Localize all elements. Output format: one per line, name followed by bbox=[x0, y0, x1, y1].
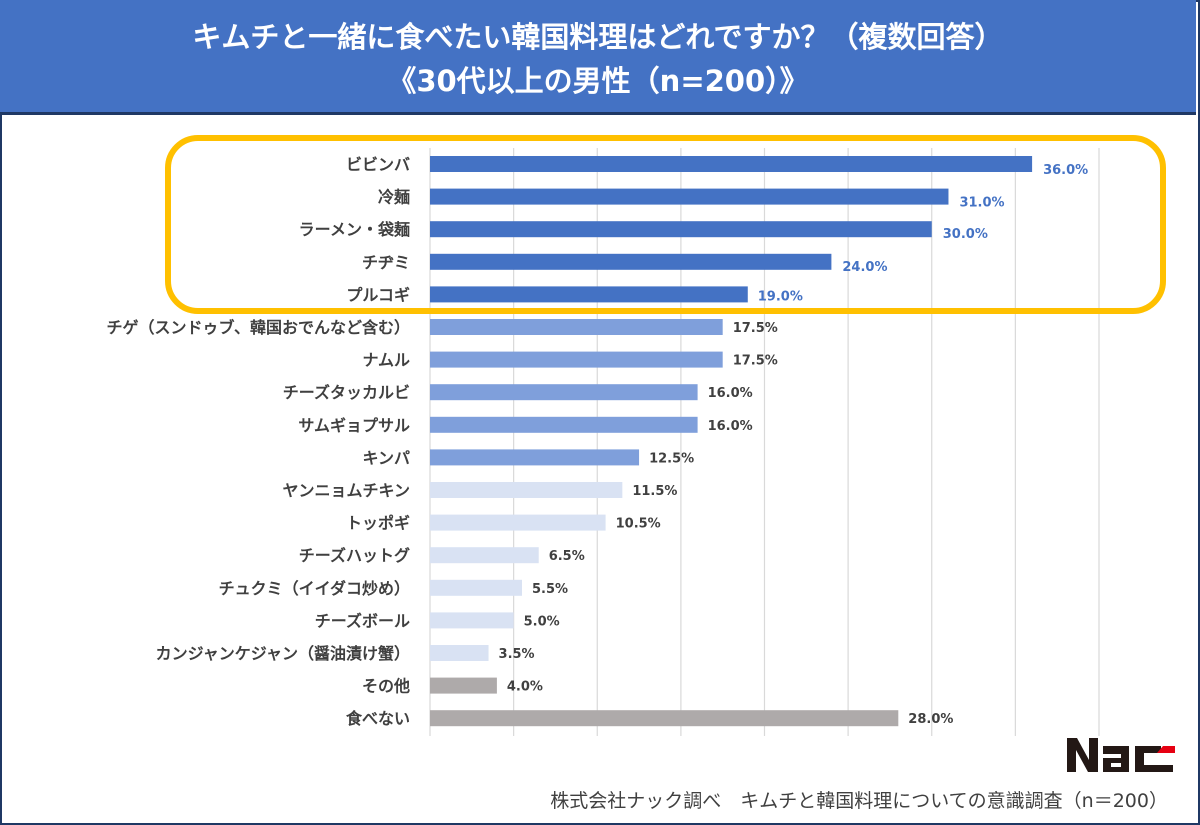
value-label: 12.5% bbox=[649, 451, 694, 466]
value-label: 16.0% bbox=[708, 419, 753, 434]
value-label: 30.0% bbox=[943, 227, 988, 242]
logo-red-accent bbox=[1157, 746, 1175, 753]
chart-title: キムチと一緒に食べたい韓国料理はどれですか？（複数回答） bbox=[192, 20, 1004, 54]
category-label: チーズタッカルビ bbox=[283, 383, 410, 402]
category-label: キンパ bbox=[362, 448, 410, 467]
logo-letter-n bbox=[1067, 738, 1098, 772]
bar bbox=[430, 645, 489, 661]
value-label: 6.5% bbox=[549, 549, 585, 564]
category-label: サムギョプサル bbox=[298, 416, 410, 435]
highlight-box bbox=[165, 135, 1166, 314]
category-label: プルコギ bbox=[346, 285, 410, 304]
bar bbox=[430, 579, 522, 596]
category-label: トッポギ bbox=[346, 514, 410, 533]
bar bbox=[430, 351, 723, 368]
value-label: 24.0% bbox=[842, 260, 887, 275]
bar bbox=[430, 612, 514, 629]
bar bbox=[430, 188, 949, 205]
bar bbox=[430, 710, 899, 727]
category-label: チゲ（スンドゥブ、韓国おでんなど含む） bbox=[106, 318, 410, 337]
category-label: チヂミ bbox=[362, 253, 410, 272]
bar bbox=[430, 677, 497, 694]
value-label: 17.5% bbox=[733, 354, 778, 369]
category-label: カンジャンケジャン（醤油漬け蟹） bbox=[156, 644, 410, 663]
category-label: 食べない bbox=[345, 709, 410, 728]
value-label: 5.5% bbox=[532, 582, 568, 597]
value-label: 10.5% bbox=[616, 517, 661, 532]
bar bbox=[430, 384, 698, 401]
value-label: 16.0% bbox=[708, 386, 753, 401]
bar bbox=[430, 319, 723, 335]
category-label: ナムル bbox=[362, 351, 410, 370]
bar bbox=[430, 449, 640, 466]
bar bbox=[430, 482, 623, 498]
chart-header: キムチと一緒に食べたい韓国料理はどれですか？（複数回答） 《30代以上の男性（n… bbox=[0, 0, 1196, 115]
value-labels: 36.0% 31.0% 30.0% 24.0% 19.0% 17.5% 17.5% 16.0%… bbox=[499, 163, 1089, 727]
value-label: 4.0% bbox=[507, 680, 543, 695]
bar bbox=[430, 253, 832, 270]
bar bbox=[430, 547, 539, 564]
value-label: 28.0% bbox=[908, 712, 953, 727]
category-label: 冷麺 bbox=[378, 188, 410, 207]
category-label: その他 bbox=[362, 677, 410, 696]
value-label: 36.0% bbox=[1043, 163, 1088, 178]
logo-letter-c bbox=[1135, 746, 1173, 772]
category-label: チーズボール bbox=[315, 611, 410, 630]
chart-subtitle: 《30代以上の男性（n=200）》 bbox=[387, 64, 809, 98]
bar bbox=[430, 416, 698, 433]
value-label: 11.5% bbox=[632, 484, 677, 499]
bar bbox=[430, 156, 1033, 172]
value-label: 3.5% bbox=[499, 647, 535, 662]
bar bbox=[430, 514, 606, 531]
gridlines bbox=[429, 148, 1100, 736]
bars bbox=[430, 156, 1033, 727]
source-note: 株式会社ナック調べ キムチと韓国料理についての意識調査（n＝200） bbox=[550, 790, 1168, 812]
value-label: 5.0% bbox=[524, 614, 560, 629]
value-label: 31.0% bbox=[959, 196, 1004, 211]
logo-letter-a bbox=[1103, 746, 1129, 772]
category-label: ラーメン・袋麺 bbox=[299, 220, 410, 239]
bar bbox=[430, 221, 932, 238]
category-label: チーズハットグ bbox=[299, 546, 410, 565]
bar bbox=[430, 286, 748, 303]
category-label: ビビンバ bbox=[346, 155, 410, 174]
category-label: チュクミ（イイダコ炒め） bbox=[219, 579, 410, 598]
category-label: ヤンニョムチキン bbox=[282, 481, 410, 500]
value-label: 19.0% bbox=[758, 289, 803, 304]
value-label: 17.5% bbox=[733, 321, 778, 336]
nac-logo bbox=[1067, 738, 1175, 772]
